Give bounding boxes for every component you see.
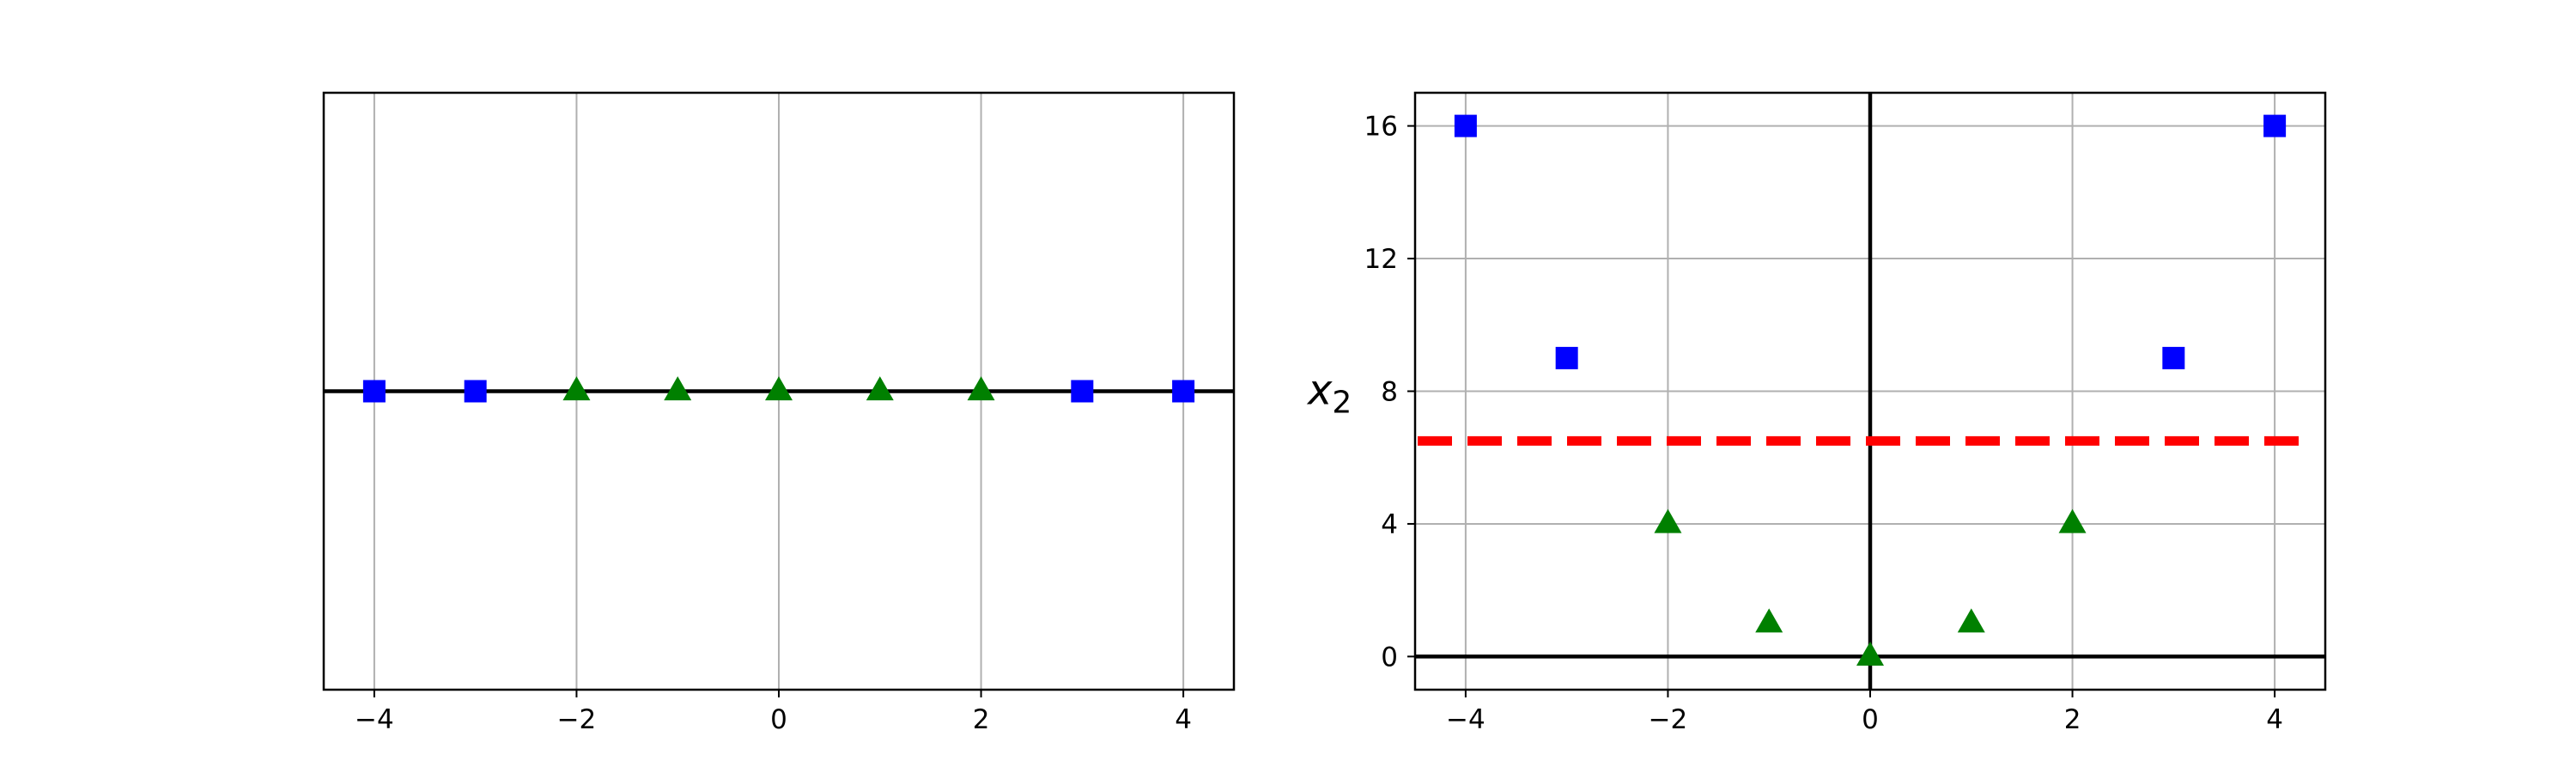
left-square-marker [464, 380, 487, 403]
left-square-marker [362, 380, 386, 403]
left-x-tick-label: −4 [355, 704, 394, 735]
left-x-tick-label: −2 [557, 704, 597, 735]
right-square-marker [1454, 114, 1477, 137]
right-square-marker [2263, 114, 2287, 137]
right-x-tick-label: −2 [1649, 704, 1688, 735]
left-square-marker [1172, 380, 1195, 403]
right-y-tick-label: 0 [1381, 642, 1398, 673]
right-x-tick-label: 4 [2266, 704, 2283, 735]
right-y-ticks: 0 4 8 12 16 [1364, 112, 1415, 673]
left-triangle-marker [765, 376, 793, 401]
left-triangle-marker [967, 376, 995, 401]
right-triangle-marker [1957, 608, 1985, 633]
right-triangle-marker [1755, 608, 1783, 633]
left-x-tick-label: 2 [973, 704, 990, 735]
right-x-tick-label: 2 [2064, 704, 2081, 735]
right-x-tick-label: 0 [1862, 704, 1879, 735]
right-y-tick-label: 16 [1364, 112, 1398, 143]
right-y-tick-label: 12 [1364, 244, 1398, 275]
right-y-axis-label-main: x [1306, 367, 1333, 415]
left-triangle-marker [866, 376, 894, 401]
right-y-axis-label-subscript: 2 [1332, 386, 1352, 421]
left-panel: −4 −2 0 2 4 [322, 91, 1236, 735]
right-y-tick-label: 4 [1381, 509, 1398, 540]
right-triangle-marker [1856, 642, 1884, 666]
right-y-tick-label: 8 [1381, 377, 1398, 408]
left-x-tick-label: 0 [770, 704, 787, 735]
right-markers [1454, 114, 2287, 666]
right-x-ticks: −4 −2 0 2 4 [1446, 690, 2283, 735]
left-triangle-marker [664, 376, 692, 401]
right-triangle-marker [2058, 508, 2087, 533]
left-x-ticks: −4 −2 0 2 4 [355, 690, 1192, 735]
left-triangle-marker [562, 376, 591, 401]
left-markers [362, 376, 1195, 403]
right-triangle-marker [1654, 508, 1682, 533]
left-square-marker [1071, 380, 1094, 403]
right-square-marker [2162, 346, 2185, 369]
right-square-marker [1555, 346, 1578, 369]
left-x-tick-label: 4 [1175, 704, 1192, 735]
right-y-axis-label: x2 [1306, 367, 1352, 421]
right-x-tick-label: −4 [1446, 704, 1485, 735]
